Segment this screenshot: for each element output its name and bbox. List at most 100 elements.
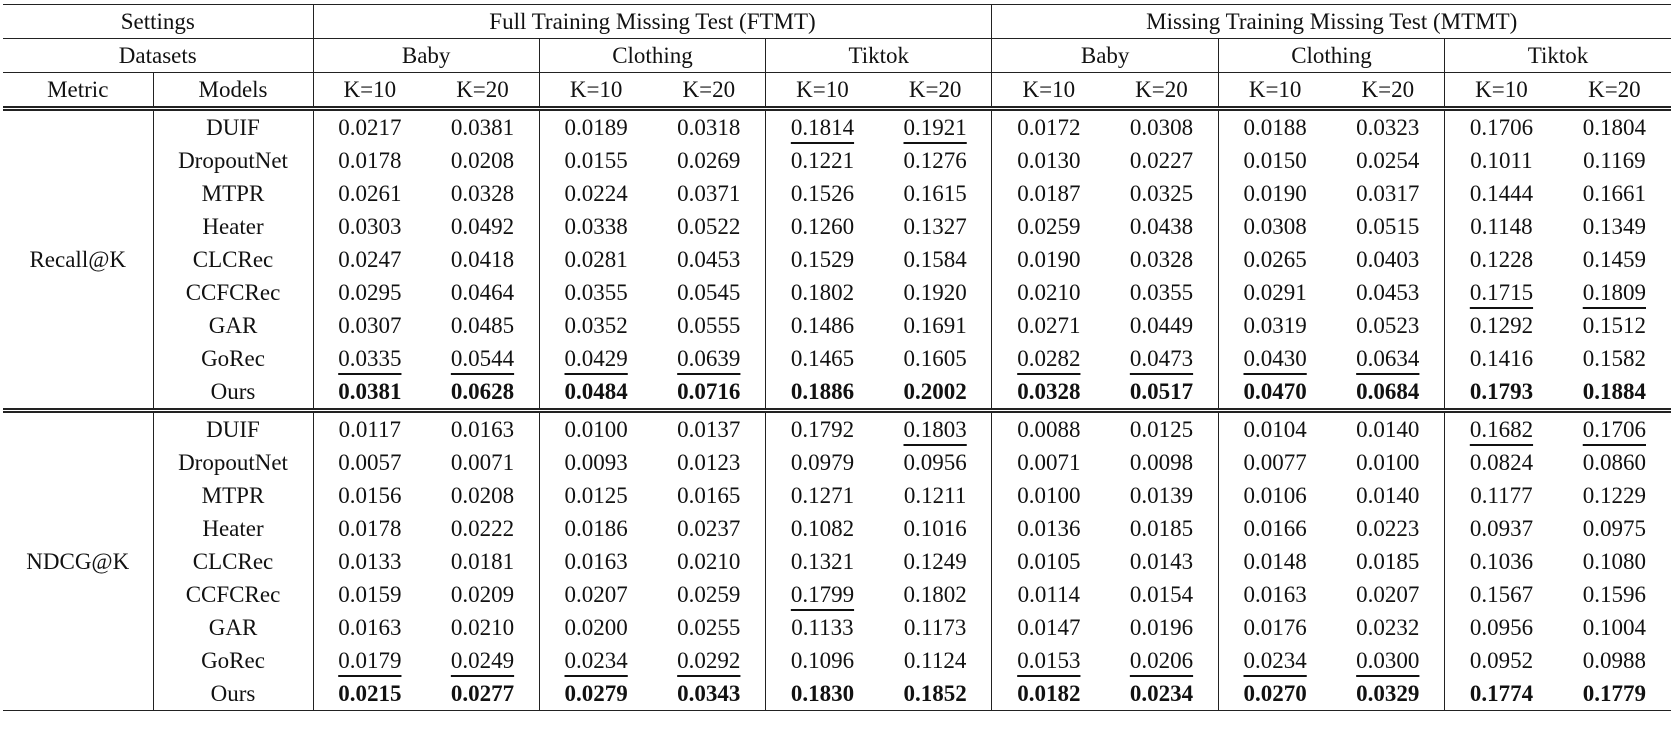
value-text: 0.0106	[1243, 482, 1307, 508]
value-text: 0.0224	[564, 180, 628, 206]
value-cell: 0.1016	[879, 512, 992, 545]
value-text: 0.0190	[1243, 180, 1307, 206]
value-cell: 0.1793	[1444, 375, 1558, 413]
value-cell: 0.0150	[1217, 144, 1332, 177]
value-text: 0.1706	[1582, 416, 1646, 442]
dataset-header: Clothing	[1217, 38, 1445, 73]
model-cell: GAR	[152, 309, 313, 342]
model-cell: CLCRec	[152, 545, 313, 578]
value-text: 0.0190	[1017, 246, 1081, 272]
value-cell: 0.1582	[1558, 342, 1671, 375]
value-cell: 0.0515	[1331, 210, 1444, 243]
value-cell: 0.1814	[765, 108, 879, 144]
value-text: 0.0634	[1356, 345, 1420, 371]
value-cell: 0.0163	[1217, 578, 1332, 611]
value-cell: 0.0254	[1331, 144, 1444, 177]
value-cell: 0.0140	[1331, 479, 1444, 512]
value-text: 0.0057	[338, 449, 402, 475]
value-cell: 0.1830	[765, 677, 879, 711]
value-text: 0.1321	[790, 548, 855, 574]
value-text: 0.1228	[1469, 246, 1534, 272]
value-cell: 0.0143	[1105, 545, 1218, 578]
value-text: 0.0291	[1243, 279, 1307, 305]
value-text: 0.0279	[564, 680, 628, 706]
value-cell: 0.0200	[538, 611, 653, 644]
value-text: 0.1799	[790, 581, 855, 607]
value-text: 0.0165	[677, 482, 741, 508]
value-text: 0.0300	[1356, 647, 1420, 673]
value-cell: 0.0319	[1217, 309, 1332, 342]
value-cell: 0.0453	[1331, 276, 1444, 309]
value-text: 0.0282	[1017, 345, 1081, 371]
value-cell: 0.0988	[1558, 644, 1671, 677]
value-text: 0.0492	[450, 213, 515, 239]
value-text: 0.1779	[1582, 680, 1646, 706]
value-cell: 0.0125	[538, 479, 653, 512]
table-row: CLCRec 0.0133 0.0181 0.0163 0.0210 0.1321 0.12…	[3, 545, 1671, 578]
value-text: 0.0255	[677, 614, 741, 640]
value-cell: 0.1886	[765, 375, 879, 413]
value-cell: 0.0159	[312, 578, 427, 611]
value-cell: 0.0234	[538, 644, 653, 677]
value-cell: 0.0137	[652, 411, 765, 447]
value-text: 0.1082	[790, 515, 855, 541]
value-cell: 0.0232	[1331, 611, 1444, 644]
value-text: 0.0418	[450, 246, 515, 272]
setting-header: Missing Training Missing Test (MTMT)	[991, 4, 1671, 39]
k-header: K=10	[1217, 72, 1332, 111]
value-text: 0.1803	[903, 416, 967, 442]
value-cell: 0.1661	[1558, 177, 1671, 210]
value-cell: 0.0178	[312, 144, 427, 177]
value-cell: 0.0148	[1217, 545, 1332, 578]
value-cell: 0.1706	[1444, 108, 1558, 144]
value-text: 0.0937	[1469, 515, 1534, 541]
value-text: 0.0136	[1017, 515, 1081, 541]
value-text: 0.0155	[564, 147, 628, 173]
value-text: 0.0153	[1017, 647, 1081, 673]
value-cell: 0.0979	[765, 446, 879, 479]
table-head: Settings Full Training Missing Test (FTMT…	[3, 4, 1671, 111]
value-text: 0.0077	[1243, 449, 1307, 475]
value-cell: 0.1465	[765, 342, 879, 375]
value-text: 0.1124	[903, 647, 967, 673]
value-cell: 0.0485	[426, 309, 539, 342]
value-text: 0.0176	[1243, 614, 1307, 640]
value-text: 0.0207	[1356, 581, 1420, 607]
value-text: 0.1920	[903, 279, 967, 305]
table-row: Ours 0.0215 0.0277 0.0279 0.0343 0.1830 0.1852…	[3, 677, 1671, 711]
value-text: 0.0449	[1129, 312, 1194, 338]
value-cell: 0.0328	[1105, 243, 1218, 276]
value-text: 0.0956	[903, 449, 967, 475]
value-cell: 0.0117	[312, 410, 427, 446]
value-cell: 0.0937	[1444, 512, 1558, 545]
value-text: 0.0824	[1469, 449, 1534, 475]
value-text: 0.1884	[1582, 378, 1646, 404]
value-text: 0.0182	[1017, 680, 1081, 706]
model-cell: GoRec	[152, 342, 313, 375]
value-cell: 0.0308	[1105, 109, 1218, 145]
value-text: 0.0307	[338, 312, 402, 338]
model-cell: GAR	[152, 611, 313, 644]
value-cell: 0.0352	[538, 309, 653, 342]
value-text: 0.0130	[1017, 147, 1081, 173]
value-cell: 0.0282	[991, 342, 1106, 375]
value-cell: 0.0270	[1217, 677, 1332, 711]
value-text: 0.0381	[338, 378, 402, 404]
value-text: 0.0338	[564, 213, 628, 239]
value-text: 0.0485	[450, 312, 515, 338]
value-text: 0.0545	[677, 279, 741, 305]
value-cell: 0.0484	[538, 375, 653, 413]
value-cell: 0.0329	[1331, 677, 1445, 711]
value-text: 0.0355	[564, 279, 628, 305]
model-cell: CCFCRec	[152, 578, 313, 611]
value-cell: 0.0492	[426, 210, 539, 243]
value-cell: 0.0187	[991, 177, 1106, 210]
value-text: 0.0860	[1582, 449, 1646, 475]
table-row: DropoutNet 0.0057 0.0071 0.0093 0.0123 0.0979…	[3, 446, 1671, 479]
value-text: 0.0133	[338, 548, 402, 574]
value-text: 0.0464	[450, 279, 515, 305]
value-text: 0.0172	[1017, 114, 1081, 140]
value-text: 0.0979	[790, 449, 855, 475]
value-cell: 0.0295	[312, 276, 427, 309]
page: {"header":{"settings_label":"Settings","…	[0, 4, 1676, 756]
